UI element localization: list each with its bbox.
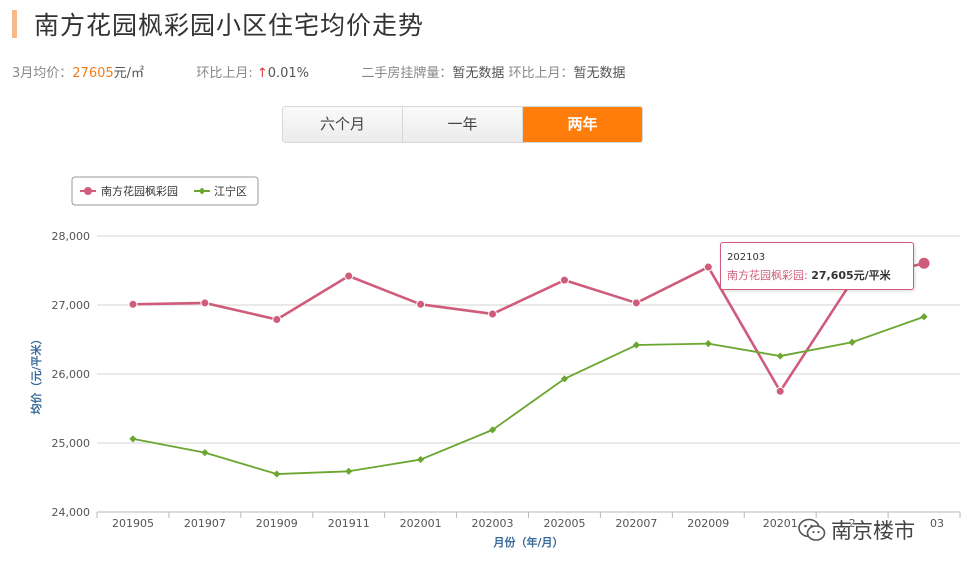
mom-value: 0.01% — [267, 66, 310, 81]
data-point-district — [776, 352, 784, 360]
tab-two-years[interactable]: 两年 — [523, 107, 642, 142]
avg-price-unit: 元/㎡ — [113, 66, 145, 81]
tab-one-year[interactable]: 一年 — [403, 107, 523, 142]
x-tick-label: 202009 — [687, 517, 729, 530]
legend-marker-community — [84, 187, 92, 195]
data-point-district — [417, 455, 425, 464]
y-tick-label: 27,000 — [52, 299, 91, 312]
title-accent-bar — [12, 10, 17, 38]
x-tick-label: 201907 — [184, 517, 226, 530]
watermark: 南京楼市 — [797, 515, 915, 545]
data-point-district — [129, 435, 137, 443]
data-point-community — [200, 298, 210, 308]
x-tick-label: 201911 — [328, 517, 370, 530]
watermark-text: 南京楼市 — [831, 519, 915, 543]
data-point-district — [632, 341, 640, 349]
x-tick-label: 202003 — [472, 517, 514, 530]
page-title: 南方花园枫彩园小区住宅均价走势 — [34, 11, 425, 40]
chart-tooltip: 202103 南方花园枫彩园: 27,605元/平米 — [720, 242, 914, 290]
series-line-community — [132, 261, 925, 393]
mom-label: 环比上月: — [196, 66, 257, 81]
x-tick-label: 20201 — [763, 517, 798, 530]
data-point-district — [273, 470, 281, 478]
data-point-community — [344, 271, 354, 281]
x-axis-title: 月份（年/月） — [492, 535, 563, 549]
avg-price-label: 3月均价： — [12, 66, 73, 81]
legend-label-community: 南方花园枫彩园 — [101, 184, 178, 198]
period-tabs: 六个月 一年 两年 — [282, 106, 643, 143]
y-tick-label: 25,000 — [52, 437, 91, 450]
x-tick-label: 202007 — [615, 517, 657, 530]
y-axis-title: 均价（元/平米） — [29, 333, 43, 414]
y-tick-label: 24,000 — [52, 506, 91, 519]
x-tick-label: 202005 — [543, 517, 585, 530]
data-point-community — [918, 257, 930, 269]
x-tick-label: 202001 — [400, 517, 442, 530]
legend-marker-district — [198, 187, 206, 195]
tooltip-series: 南方花园枫彩园: — [727, 269, 808, 282]
data-point-community — [631, 298, 641, 308]
avg-price-value: 27605 — [72, 66, 114, 81]
data-point-community — [703, 262, 713, 272]
price-stats: 3月均价：27605元/㎡ 环比上月: ↑0.01% 二手房挂牌量：暂无数据 环… — [12, 62, 626, 81]
tooltip-date: 202103 — [727, 252, 766, 263]
data-point-district — [704, 340, 712, 348]
data-point-district — [488, 426, 497, 434]
listing-value: 暂无数据 — [452, 66, 505, 81]
listing-label: 二手房挂牌量： — [361, 66, 453, 81]
legend-box — [71, 176, 259, 206]
x-tick-label: 201905 — [112, 517, 154, 530]
x-tick-label: 201909 — [256, 517, 298, 530]
data-point-community — [272, 314, 282, 324]
legend-label-district: 江宁区 — [214, 184, 247, 198]
x-tick-label: 2 — [849, 517, 856, 530]
data-point-district — [201, 449, 209, 457]
data-point-district — [920, 313, 928, 321]
data-point-community — [128, 299, 138, 309]
up-arrow-icon: ↑ — [256, 66, 268, 81]
data-point-community — [416, 299, 426, 309]
listing-mom-label: 环比上月： — [508, 66, 574, 81]
tab-six-months[interactable]: 六个月 — [283, 107, 403, 142]
data-point-community — [775, 386, 785, 396]
data-point-district — [560, 375, 569, 383]
y-tick-label: 26,000 — [52, 368, 91, 381]
data-point-district — [848, 338, 856, 346]
tooltip-value: 27,605元/平米 — [811, 269, 891, 282]
data-point-district — [345, 467, 353, 475]
data-point-community — [488, 309, 498, 319]
wechat-icon — [798, 518, 826, 541]
y-tick-label: 28,000 — [52, 230, 91, 243]
listing-mom-value: 暂无数据 — [573, 66, 626, 81]
data-point-community — [559, 275, 569, 285]
x-tick-label: 03 — [930, 517, 944, 530]
series-line-district — [132, 315, 925, 475]
